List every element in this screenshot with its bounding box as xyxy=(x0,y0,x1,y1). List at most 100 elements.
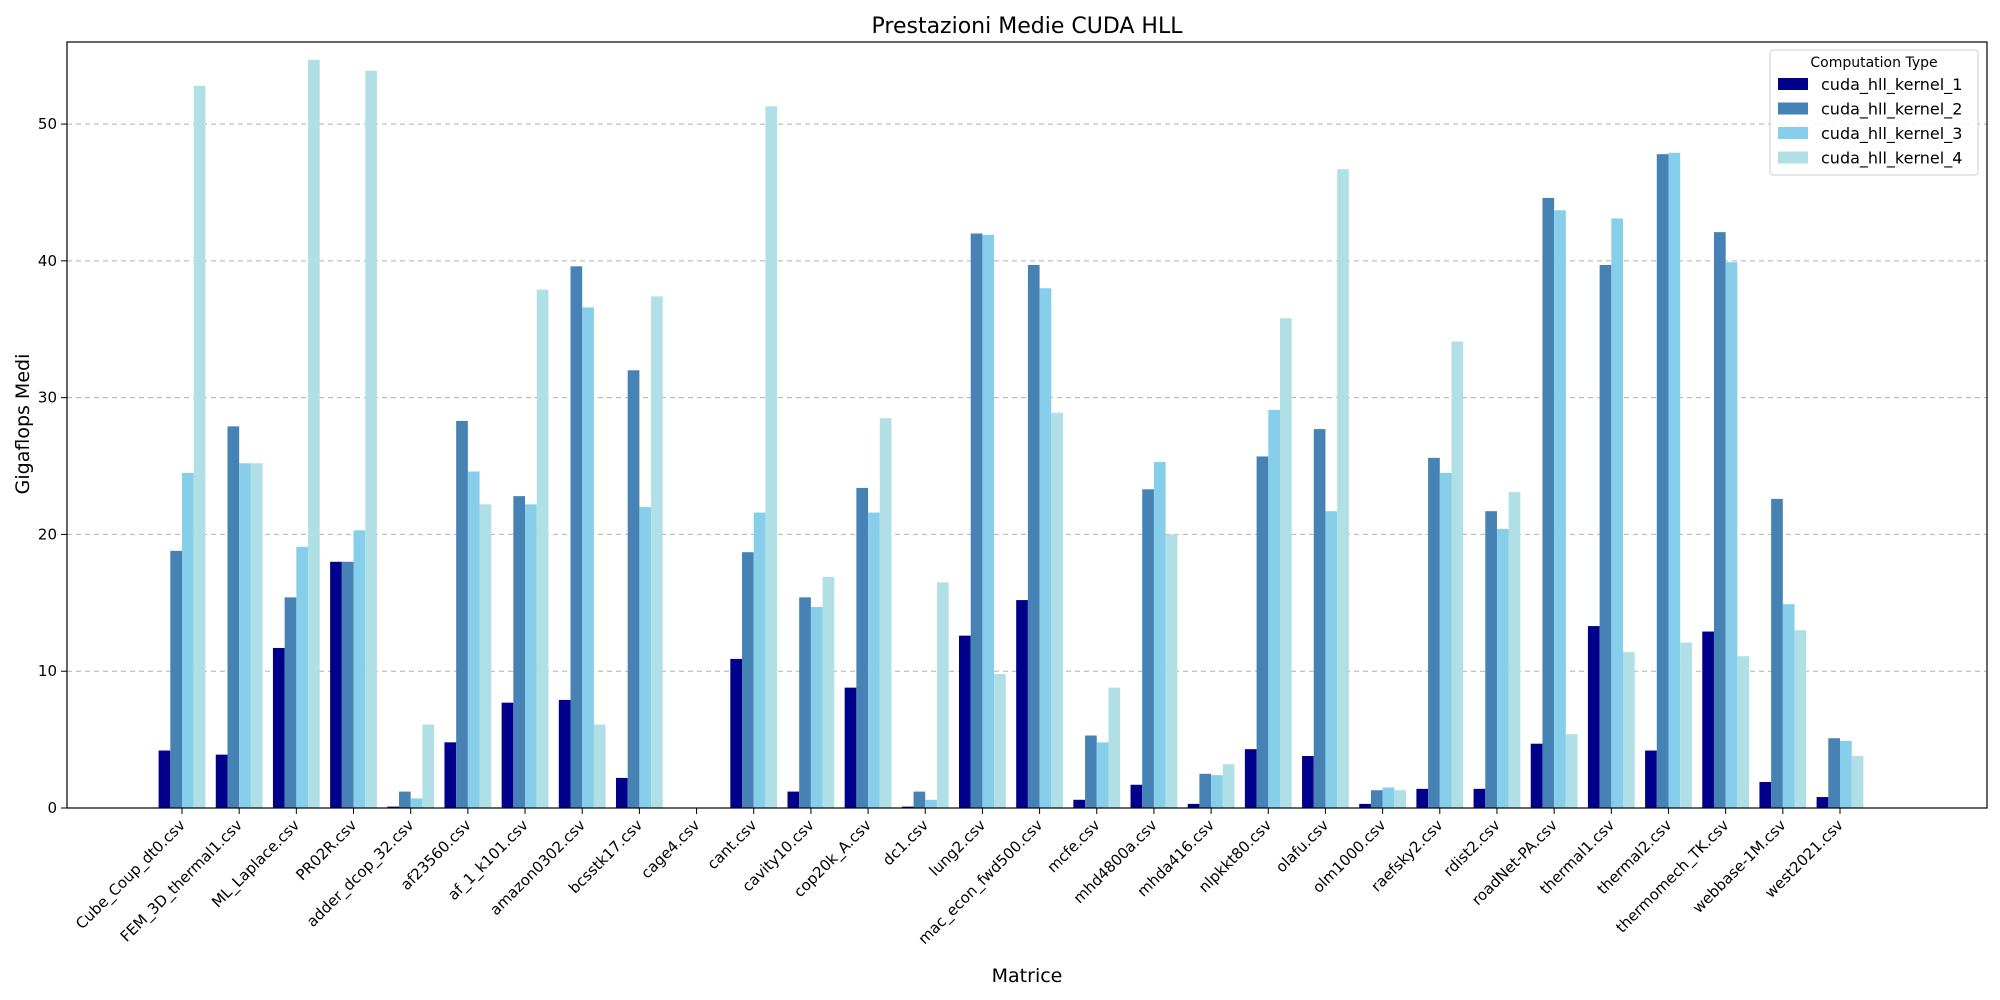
bar-cuda_hll_kernel_3-6 xyxy=(525,504,537,808)
bar-cuda_hll_kernel_4-10 xyxy=(765,106,778,809)
bar-cuda_hll_kernel_3-15 xyxy=(1039,288,1052,809)
bar-cuda_hll_kernel_2-29 xyxy=(1828,738,1840,808)
bar-cuda_hll_kernel_4-27 xyxy=(1737,656,1750,808)
y-tick-label-1: 10 xyxy=(38,662,57,680)
x-tick-label-4: adder_dcop_32.csv xyxy=(303,816,418,931)
legend-swatch-cuda_hll_kernel_4 xyxy=(1778,151,1808,164)
x-tick-label-20: olafu.csv xyxy=(1272,816,1332,876)
bar-cuda_hll_kernel_2-2 xyxy=(284,597,297,808)
y-tick-label-4: 40 xyxy=(38,252,57,270)
bar-cuda_hll_kernel_4-24 xyxy=(1565,734,1578,808)
bar-cuda_hll_kernel_2-24 xyxy=(1542,197,1555,808)
bar-cuda_hll_kernel_3-17 xyxy=(1153,461,1166,808)
bar-cuda_hll_kernel_2-27 xyxy=(1713,232,1726,808)
bar-cuda_hll_kernel_1-27 xyxy=(1702,631,1714,808)
bar-cuda_hll_kernel_3-8 xyxy=(639,507,652,808)
bar-cuda_hll_kernel_4-13 xyxy=(936,582,949,808)
bar-cuda_hll_kernel_3-28 xyxy=(1782,604,1795,808)
bar-cuda_hll_kernel_2-15 xyxy=(1027,264,1040,809)
bar-cuda_hll_kernel_2-17 xyxy=(1142,489,1154,808)
bar-cuda_hll_kernel_4-3 xyxy=(365,70,377,809)
x-tick-label-10: cant.csv xyxy=(704,816,761,873)
bar-cuda_hll_kernel_3-26 xyxy=(1668,152,1681,809)
bar-cuda_hll_kernel_1-6 xyxy=(501,702,514,808)
bar-cuda_hll_kernel_3-7 xyxy=(582,307,594,808)
legend-swatch-cuda_hll_kernel_3 xyxy=(1778,127,1808,139)
bar-cuda_hll_kernel_1-13 xyxy=(901,806,914,808)
bar-cuda_hll_kernel_4-29 xyxy=(1851,756,1864,808)
legend-label-cuda_hll_kernel_1: cuda_hll_kernel_1 xyxy=(1821,75,1962,95)
bar-cuda_hll_kernel_2-19 xyxy=(1256,456,1269,808)
bar-cuda_hll_kernel_2-22 xyxy=(1428,457,1440,808)
legend-label-cuda_hll_kernel_4: cuda_hll_kernel_4 xyxy=(1821,149,1962,169)
bars xyxy=(158,59,1864,809)
bar-cuda_hll_kernel_4-16 xyxy=(1108,687,1121,808)
bar-cuda_hll_kernel_4-25 xyxy=(1623,652,1635,808)
bar-cuda_hll_kernel_2-4 xyxy=(398,791,411,808)
bar-cuda_hll_kernel_1-25 xyxy=(1587,626,1600,808)
legend-title: Computation Type xyxy=(1810,55,1937,71)
bar-cuda_hll_kernel_3-29 xyxy=(1840,740,1852,808)
bar-cuda_hll_kernel_3-0 xyxy=(182,472,194,809)
bar-cuda_hll_kernel_2-23 xyxy=(1485,511,1497,808)
bar-cuda_hll_kernel_3-11 xyxy=(810,606,823,808)
bar-cuda_hll_kernel_3-18 xyxy=(1211,775,1223,808)
bar-cuda_hll_kernel_4-6 xyxy=(536,289,549,809)
grid-lines xyxy=(67,123,1987,672)
bar-cuda_hll_kernel_2-11 xyxy=(799,597,811,808)
bar-cuda_hll_kernel_3-20 xyxy=(1325,511,1338,808)
bar-cuda_hll_kernel_3-10 xyxy=(753,512,766,808)
bar-cuda_hll_kernel_3-16 xyxy=(1096,742,1109,808)
bar-cuda_hll_kernel_2-0 xyxy=(170,550,182,808)
legend-swatch-cuda_hll_kernel_2 xyxy=(1778,102,1808,115)
legend-label-cuda_hll_kernel_3: cuda_hll_kernel_3 xyxy=(1821,124,1962,144)
bar-cuda_hll_kernel_3-27 xyxy=(1725,262,1738,809)
bar-cuda_hll_kernel_4-8 xyxy=(651,296,663,808)
bar-cuda_hll_kernel_2-28 xyxy=(1771,498,1783,808)
x-tick-label-16: mcfe.csv xyxy=(1043,816,1103,876)
bar-cuda_hll_kernel_2-26 xyxy=(1656,154,1669,808)
bar-cuda_hll_kernel_2-1 xyxy=(227,426,240,808)
bar-cuda_hll_kernel_4-14 xyxy=(994,673,1006,808)
chart-title: Prestazioni Medie CUDA HLL xyxy=(872,14,1184,39)
y-tick-label-3: 30 xyxy=(38,389,57,407)
legend-label-cuda_hll_kernel_2: cuda_hll_kernel_2 xyxy=(1821,100,1962,120)
bar-cuda_hll_kernel_4-15 xyxy=(1051,412,1063,808)
bar-cuda_hll_kernel_2-10 xyxy=(742,552,754,808)
bar-cuda_hll_kernel_1-10 xyxy=(730,658,743,808)
legend-swatch-cuda_hll_kernel_1 xyxy=(1778,78,1808,90)
bar-cuda_hll_kernel_4-1 xyxy=(250,463,263,808)
y-axis-title: Gigaflops Medi xyxy=(12,354,34,495)
bar-cuda_hll_kernel_2-20 xyxy=(1313,429,1326,808)
bar-cuda_hll_kernel_3-2 xyxy=(296,546,309,808)
bar-cuda_hll_kernel_2-13 xyxy=(913,791,926,808)
bar-cuda_hll_kernel_1-14 xyxy=(959,635,971,808)
bar-cuda_hll_kernel_2-3 xyxy=(341,561,354,808)
bar-cuda_hll_kernel_4-23 xyxy=(1508,492,1521,808)
bar-cuda_hll_kernel_1-2 xyxy=(272,647,285,808)
bar-cuda_hll_kernel_2-16 xyxy=(1085,735,1097,808)
bar-cuda_hll_kernel_3-5 xyxy=(467,471,480,808)
bar-cuda_hll_kernel_4-5 xyxy=(479,504,492,808)
y-axis: 0 10 20 30 40 50 xyxy=(38,115,67,817)
bar-cuda_hll_kernel_4-0 xyxy=(193,85,206,808)
x-tick-label-9: cage4.csv xyxy=(637,816,703,882)
bar-cuda_hll_kernel_1-0 xyxy=(158,750,171,808)
bar-cuda_hll_kernel_2-8 xyxy=(627,370,640,808)
bar-cuda_hll_kernel_4-19 xyxy=(1279,318,1292,808)
bar-cuda_hll_kernel_2-21 xyxy=(1370,790,1383,808)
bar-cuda_hll_kernel_3-14 xyxy=(982,234,995,808)
bar-cuda_hll_kernel_2-6 xyxy=(513,496,526,808)
plot-frame xyxy=(66,41,1988,809)
bar-cuda_hll_kernel_4-2 xyxy=(308,59,320,808)
bar-cuda_hll_kernel_4-26 xyxy=(1680,642,1692,808)
bar-cuda_hll_kernel_3-13 xyxy=(925,799,937,808)
bar-cuda_hll_kernel_2-12 xyxy=(856,487,869,808)
bar-cuda_hll_kernel_4-28 xyxy=(1794,630,1807,808)
legend-box xyxy=(1769,49,1979,176)
bar-cuda_hll_kernel_1-12 xyxy=(844,687,857,808)
bar-cuda_hll_kernel_2-14 xyxy=(970,233,983,808)
bar-cuda_hll_kernel_2-7 xyxy=(570,266,583,809)
bar-cuda_hll_kernel_2-5 xyxy=(456,420,468,808)
bar-cuda_hll_kernel_1-8 xyxy=(615,777,628,808)
